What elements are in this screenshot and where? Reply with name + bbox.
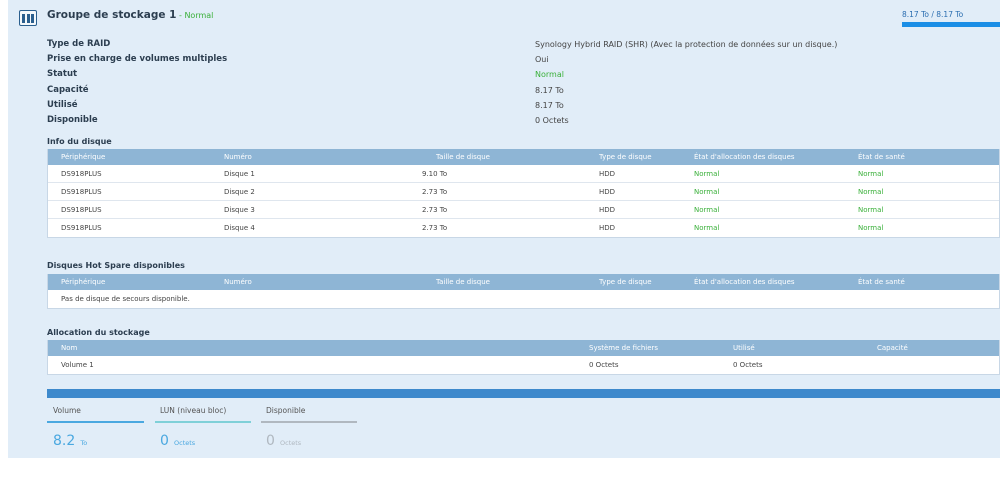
legend-available-label: Disponible [266,406,306,415]
col-filesystem[interactable]: Système de fichiers [589,344,659,352]
col-device[interactable]: Périphérique [61,153,106,161]
col-name[interactable]: Nom [61,344,78,352]
prop-value-used: 8.17 To [535,101,564,110]
pool-title-text: Groupe de stockage 1 [47,9,177,21]
empty-row: Pas de disque de secours disponible. [48,290,999,308]
prop-value-multi-volume: Oui [535,55,549,64]
table-row[interactable]: DS918PLUS Disque 1 9.10 To HDD Normal No… [48,165,999,183]
prop-value-available: 0 Octets [535,116,569,125]
table-row[interactable]: DS918PLUS Disque 2 2.73 To HDD Normal No… [48,183,999,201]
col-number[interactable]: Numéro [224,153,252,161]
prop-value-status: Normal [535,70,564,79]
disk-info-title: Info du disque [47,137,112,146]
table-row[interactable]: DS918PLUS Disque 3 2.73 To HDD Normal No… [48,201,999,219]
col-number[interactable]: Numéro [224,278,252,286]
legend-volume-line [47,421,144,423]
col-allocation-status[interactable]: État d'allocation des disques [694,278,795,286]
legend-lun-label: LUN (niveau bloc) [160,406,227,415]
storage-pool-icon [19,10,37,26]
prop-label-status: Statut [47,69,78,79]
prop-value-capacity: 8.17 To [535,86,564,95]
prop-label-multi-volume: Prise en charge de volumes multiples [47,54,228,64]
legend-available-value: 0 Octets [266,433,302,449]
table-row[interactable]: DS918PLUS Disque 4 2.73 To HDD Normal No… [61,224,884,232]
col-used[interactable]: Utilisé [733,344,755,352]
allocation-table: Nom Système de fichiers Utilisé Capacité… [47,340,1000,375]
hot-spare-title: Disques Hot Spare disponibles [47,261,185,270]
col-capacity[interactable]: Capacité [877,344,908,352]
col-health-status[interactable]: État de santé [858,278,905,286]
disk-info-table: Périphérique Numéro Taille de disque Typ… [47,149,1000,238]
prop-label-capacity: Capacité [47,85,89,95]
storage-usage-bar [47,389,1000,398]
col-disk-type[interactable]: Type de disque [599,153,652,161]
prop-label-available: Disponible [47,115,98,125]
prop-value-raid-type: Synology Hybrid RAID (SHR) (Avec la prot… [535,40,838,49]
allocation-header: Nom Système de fichiers Utilisé Capacité [48,340,999,356]
usage-text: 8.17 To / 8.17 To [902,10,964,19]
usage-bar [902,22,1000,27]
legend-volume-value: 8.2 To [53,433,88,449]
pool-status: Normal [184,11,214,20]
allocation-title: Allocation du stockage [47,328,150,337]
hot-spare-table: Périphérique Numéro Taille de disque Typ… [47,274,1000,309]
legend-lun-value: 0 Octets [160,433,196,449]
legend-lun-line [155,421,251,423]
col-device[interactable]: Périphérique [61,278,106,286]
prop-label-raid-type: Type de RAID [47,39,111,49]
usage-bar-fill [902,22,1000,27]
pool-title: Groupe de stockage 1 - Normal [47,9,214,21]
legend-volume-label: Volume [53,406,81,415]
legend-available-line [261,421,357,423]
col-health-status[interactable]: État de santé [858,153,905,161]
col-disk-size[interactable]: Taille de disque [436,278,490,286]
hot-spare-header: Périphérique Numéro Taille de disque Typ… [48,274,999,290]
col-disk-type[interactable]: Type de disque [599,278,652,286]
disk-info-header: Périphérique Numéro Taille de disque Typ… [48,149,999,165]
hot-spare-empty-text: Pas de disque de secours disponible. [61,295,190,303]
col-allocation-status[interactable]: État d'allocation des disques [694,153,795,161]
table-row[interactable]: Volume 1 0 Octets 0 Octets [61,361,763,369]
col-disk-size[interactable]: Taille de disque [436,153,490,161]
prop-label-used: Utilisé [47,100,78,110]
